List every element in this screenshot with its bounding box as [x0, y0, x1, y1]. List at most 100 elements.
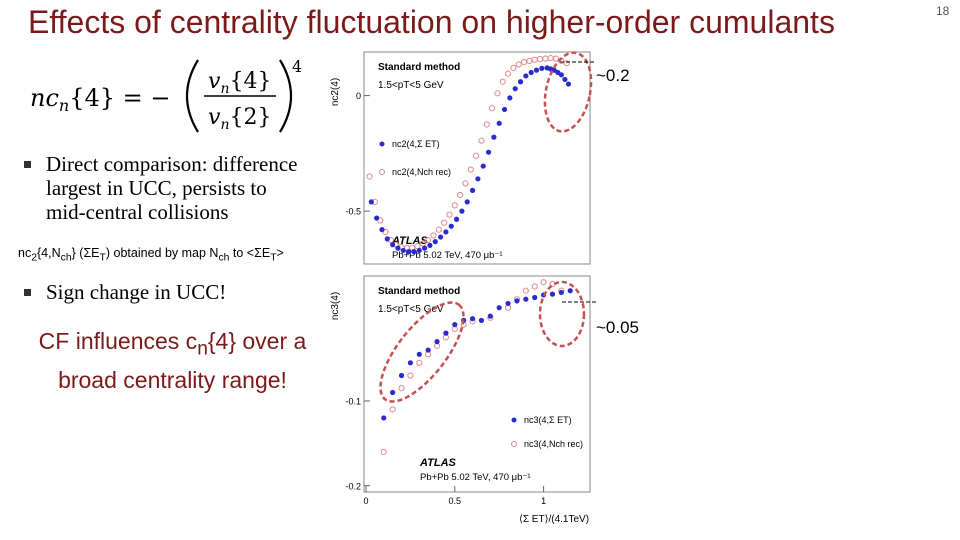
point-standard [453, 216, 460, 222]
formula-den: v [208, 105, 221, 130]
pt-label: 1.5<pT<5 GeV [378, 80, 444, 91]
point-standard [379, 227, 385, 233]
data-marks [380, 279, 573, 455]
slide-number: 18 [936, 4, 950, 18]
method-label: Standard method [378, 286, 460, 297]
system-label: Pb+Pb 5.02 TeV, 470 μb⁻¹ [420, 472, 531, 483]
legend-marker-std [379, 141, 385, 147]
point-nch [435, 226, 442, 233]
y-tick-label: 0 [356, 91, 361, 101]
nc3-annotation: ~0.05 [596, 318, 640, 337]
point-nch [563, 60, 570, 67]
point-nch [425, 236, 432, 244]
highlight-ellipse [543, 51, 593, 133]
point-nch [462, 180, 469, 187]
point-nch [494, 90, 501, 97]
point-standard [400, 247, 406, 254]
point-standard [523, 73, 529, 79]
cumulant-formula: ncn{4} = − vn{4} vn{2} 4 [30, 57, 302, 133]
point-standard [432, 239, 438, 245]
point-standard [374, 215, 380, 221]
highlight-ellipse-right [538, 280, 586, 348]
point-nch [515, 61, 522, 68]
formula-lhs: nc [30, 84, 59, 112]
point-standard [562, 76, 568, 83]
point-standard [532, 294, 538, 301]
y-axis-label: nc2(4) [330, 78, 341, 106]
point-standard [505, 300, 511, 307]
method-label: Standard method [378, 62, 460, 73]
point-nch [488, 105, 496, 112]
point-standard [517, 79, 524, 85]
point-standard [427, 242, 433, 248]
point-standard [507, 95, 513, 101]
point-standard [384, 236, 390, 242]
legend-entry-nch: nc2(4,Nch rec) [392, 167, 451, 177]
point-nch [446, 211, 453, 218]
left-paren [186, 59, 199, 133]
slide-title: Effects of centrality fluctuation on hig… [28, 4, 835, 40]
point-nch [419, 240, 426, 247]
point-standard [452, 322, 458, 328]
y-ticks: -0.1 -0.2 [345, 396, 370, 491]
point-nch [483, 121, 490, 128]
point-nch [478, 137, 485, 144]
point-standard [395, 245, 401, 251]
point-nch [467, 166, 474, 173]
point-nch [407, 372, 414, 379]
point-nch [389, 406, 396, 413]
point-standard [496, 120, 502, 126]
point-standard [398, 372, 405, 379]
point-standard [539, 65, 545, 71]
bullet-marker [24, 161, 31, 168]
point-standard [558, 289, 564, 296]
point-standard [487, 313, 493, 319]
y-tick-label: -0.5 [345, 207, 361, 217]
bullet-line: Direct comparison: difference [46, 152, 298, 176]
y-ticks: 0 -0.5 [345, 91, 370, 217]
point-nch [510, 64, 517, 71]
point-standard [565, 81, 572, 87]
point-standard [411, 249, 417, 255]
point-standard [381, 415, 387, 421]
y-tick-label: -0.2 [345, 481, 361, 491]
point-standard [512, 86, 518, 92]
point-standard [407, 360, 413, 366]
point-nch [522, 287, 529, 294]
legend-marker-std [511, 417, 517, 423]
right-paren [279, 59, 292, 133]
point-nch [398, 385, 405, 392]
legend-entry-std: nc3(4,Σ ET) [524, 415, 572, 425]
point-nch [504, 70, 512, 77]
point-nch [552, 55, 560, 62]
point-nch [416, 359, 423, 366]
point-standard [443, 229, 449, 235]
pt-label: 1.5<pT<5 GeV [378, 304, 444, 315]
point-standard [549, 291, 556, 297]
formula-den-sub: n [220, 117, 229, 133]
formula-num: v [208, 69, 221, 94]
nc2-annotation: ~0.2 [596, 66, 630, 85]
bullet-text: Sign change in UCC! [46, 280, 226, 304]
formula-num-arg: {4} [229, 69, 271, 94]
bullet-text: Direct comparison: difference largest in… [46, 152, 298, 224]
point-standard [528, 69, 534, 76]
formula-lhs-arg: {4} = − [69, 84, 170, 112]
point-nch [366, 173, 373, 180]
legend: nc3(4,Σ ET) nc3(4,Nch rec) [511, 415, 583, 449]
conclusion-text: CF influences cn{4} over a broad central… [38, 328, 307, 393]
point-standard [469, 187, 476, 193]
point-standard [523, 296, 529, 302]
formula-den-arg: {2} [229, 105, 271, 130]
point-standard [501, 106, 508, 113]
legend-marker-nch [511, 441, 517, 447]
svg-text:vn{4}: vn{4} [208, 69, 271, 97]
point-standard [475, 176, 481, 182]
legend-entry-nch: nc3(4,Nch rec) [524, 439, 583, 449]
point-nch [451, 202, 458, 209]
x-tick-label: 0 [363, 496, 368, 506]
point-nch [457, 191, 464, 199]
point-standard [464, 199, 470, 205]
point-standard [533, 67, 540, 73]
formula-lhs-sub: n [59, 96, 69, 115]
